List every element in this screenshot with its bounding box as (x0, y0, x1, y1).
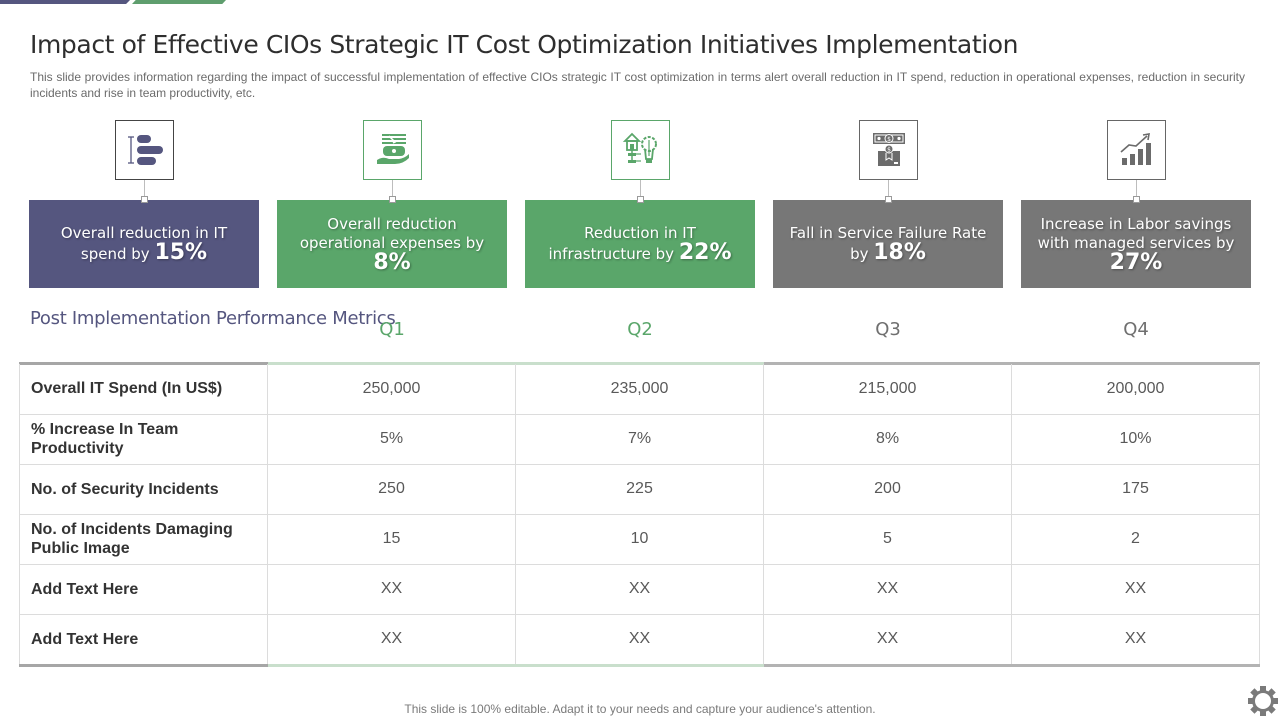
table-row: Add Text Here XX XX XX XX (19, 563, 1260, 615)
cell-q1: 15 (267, 513, 516, 565)
page-title: Impact of Effective CIOs Strategic IT Co… (30, 30, 1019, 59)
impact-box: Fall in Service Failure Rate by 18% (773, 200, 1003, 288)
row-label: No. of Security Incidents (19, 463, 268, 515)
impact-card: Overall reduction operational expenses b… (277, 120, 507, 288)
cell-q3: XX (763, 613, 1012, 664)
impact-card: $ $ Fall in Service Failure Rate by 18% (773, 120, 1003, 288)
cell-q1: 250,000 (267, 364, 516, 415)
icon-frame (363, 120, 422, 180)
connector-node (1133, 196, 1140, 203)
impact-value: 15% (154, 240, 208, 265)
impact-value: 18% (873, 240, 926, 265)
cell-q1: XX (267, 613, 516, 664)
cell-q2: 7% (515, 413, 764, 465)
cell-q2: XX (515, 563, 764, 615)
decorative-bar-purple (0, 0, 130, 4)
money-award-box-icon: $ $ (872, 133, 905, 166)
connector-node (637, 196, 644, 203)
page-subtitle: This slide provides information regardin… (30, 70, 1245, 100)
cell-q3: 8% (763, 413, 1012, 465)
cell-q3: 200 (763, 463, 1012, 515)
icon-frame (115, 120, 174, 180)
cell-q3: 215,000 (763, 364, 1012, 415)
connector-line (640, 180, 641, 198)
impact-value: 27% (1109, 249, 1163, 275)
impact-value: 22% (678, 240, 732, 265)
connector-line (392, 180, 393, 198)
table-header: Post Implementation Performance Metrics … (19, 300, 1260, 364)
row-label: Add Text Here (19, 563, 268, 615)
connector-line (1136, 180, 1137, 198)
impact-card: Overall reduction in IT spend by 15% (29, 120, 259, 288)
decorative-bar-green (132, 0, 226, 4)
row-label: Add Text Here (19, 613, 268, 664)
impact-text: Increase in Labor savings with managed s… (1037, 214, 1235, 252)
impact-text: Overall reduction operational expenses b… (299, 214, 485, 252)
footer-note: This slide is 100% editable. Adapt it to… (404, 702, 876, 716)
cell-q1: XX (267, 563, 516, 615)
impact-box: Reduction in IT infrastructure by 22% (525, 200, 755, 288)
table-row: No. of Incidents Damaging Public Image 15… (19, 513, 1260, 565)
gear-icon (1248, 686, 1278, 716)
cell-q1: 5% (267, 413, 516, 465)
svg-text:$: $ (887, 147, 891, 154)
impact-box: Increase in Labor savings with managed s… (1021, 200, 1251, 288)
growth-chart-icon (1119, 133, 1151, 165)
icon-frame: $ $ (859, 120, 918, 180)
cell-q4: 200,000 (1011, 364, 1260, 415)
cell-q3: XX (763, 563, 1012, 615)
cell-q2: 225 (515, 463, 764, 515)
cell-q2: 10 (515, 513, 764, 565)
impact-box: Overall reduction operational expenses b… (277, 200, 507, 288)
table-row: Overall IT Spend (In US$) 250,000 235,000 2… (19, 364, 1260, 415)
cell-q4: XX (1011, 613, 1260, 664)
cell-q2: 235,000 (515, 364, 764, 415)
impact-value: 8% (373, 249, 411, 275)
cell-q1: 250 (267, 463, 516, 515)
row-label: % Increase In Team Productivity (19, 413, 268, 465)
icon-frame (1107, 120, 1166, 180)
cell-q4: XX (1011, 563, 1260, 615)
column-header-q2: Q2 (627, 319, 653, 340)
table-row: No. of Security Incidents 250 225 200 175 (19, 463, 1260, 515)
infrastructure-bulb-icon (622, 132, 657, 163)
connector-line (144, 180, 145, 198)
impact-card: Increase in Labor savings with managed s… (1021, 120, 1251, 288)
cell-q4: 175 (1011, 463, 1260, 515)
connector-node (389, 196, 396, 203)
icon-frame (611, 120, 670, 180)
connector-node (141, 196, 148, 203)
connector-line (888, 180, 889, 198)
impact-text: Reduction in IT infrastructure by (548, 224, 696, 263)
svg-text:$: $ (887, 136, 891, 143)
cell-q3: 5 (763, 513, 1012, 565)
impact-card: Reduction in IT infrastructure by 22% (525, 120, 755, 288)
table-row: % Increase In Team Productivity 5% 7% 8% 10% (19, 413, 1260, 465)
row-label: No. of Incidents Damaging Public Image (19, 513, 268, 565)
impact-text: Overall reduction in IT spend by (60, 224, 228, 263)
column-header-q1: Q1 (379, 319, 405, 340)
metrics-table: Post Implementation Performance Metrics … (19, 300, 1260, 667)
cell-q4: 2 (1011, 513, 1260, 565)
impact-box: Overall reduction in IT spend by 15% (29, 200, 259, 288)
gantt-bars-icon (127, 135, 163, 165)
row-label: Overall IT Spend (In US$) (19, 364, 268, 415)
impact-text: Fall in Service Failure Rate by (789, 224, 987, 263)
metrics-grid: Overall IT Spend (In US$) 250,000 235,000 2… (19, 364, 1260, 664)
table-title: Post Implementation Performance Metrics (30, 308, 396, 329)
cell-q4: 10% (1011, 413, 1260, 465)
impact-cards: Overall reduction in IT spend by 15% Ove… (29, 120, 1251, 288)
cell-q2: XX (515, 613, 764, 664)
money-hand-icon (376, 134, 409, 164)
column-header-q3: Q3 (875, 319, 901, 340)
connector-node (885, 196, 892, 203)
column-header-q4: Q4 (1123, 319, 1149, 340)
table-row: Add Text Here XX XX XX XX (19, 613, 1260, 664)
